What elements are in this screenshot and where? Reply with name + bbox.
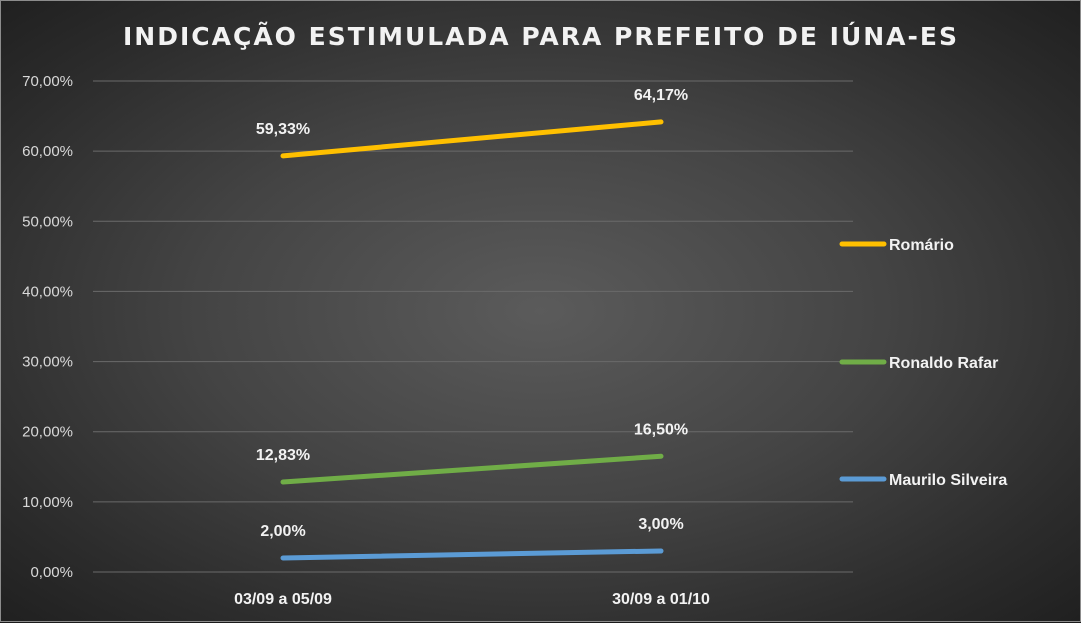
y-tick-label: 10,00% — [22, 494, 73, 511]
y-tick-label: 0,00% — [30, 564, 73, 581]
data-label: 64,17% — [634, 87, 688, 104]
series-line — [280, 548, 664, 561]
legend-label: Romário — [889, 237, 954, 254]
data-labels: 59,33% 64,17% 12,83% 16,50% 2,00% 3,00% — [256, 87, 688, 540]
x-axis: 03/09 a 05/09 30/09 a 01/10 — [234, 591, 710, 608]
y-tick-label: 40,00% — [22, 283, 73, 300]
y-tick-label: 50,00% — [22, 213, 73, 230]
x-tick-label: 30/09 a 01/10 — [612, 591, 710, 608]
y-tick-label: 60,00% — [22, 143, 73, 160]
y-tick-label: 70,00% — [22, 73, 73, 90]
series-line — [280, 453, 664, 485]
data-label: 2,00% — [260, 523, 305, 540]
y-tick-label: 20,00% — [22, 424, 73, 441]
gridlines — [93, 80, 853, 573]
data-label: 12,83% — [256, 447, 310, 464]
series-lines — [280, 119, 664, 561]
data-label: 59,33% — [256, 121, 310, 138]
legend: Romário Ronaldo Rafar Maurilo Silveira — [839, 237, 1007, 489]
y-tick-label: 30,00% — [22, 354, 73, 371]
legend-label: Maurilo Silveira — [889, 472, 1007, 489]
x-tick-label: 03/09 a 05/09 — [234, 591, 332, 608]
data-label: 16,50% — [634, 421, 688, 438]
y-axis: 0,00% 10,00% 20,00% 30,00% 40,00% 50,00% 60,00… — [22, 73, 73, 581]
data-label: 3,00% — [638, 516, 683, 533]
series-line — [280, 119, 664, 159]
legend-label: Ronaldo Rafar — [889, 355, 998, 372]
chart-title: INDICAÇÃO ESTIMULADA PARA PREFEITO DE IÚ… — [123, 21, 959, 51]
